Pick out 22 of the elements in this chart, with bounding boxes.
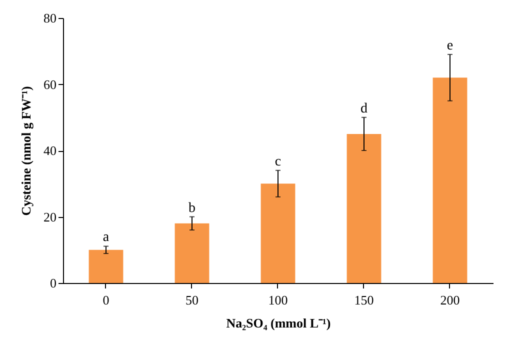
bar (432, 78, 468, 283)
bar (88, 250, 124, 283)
bar (174, 223, 210, 283)
x-axis-title: Na₂SO₄ (mmol L⁻¹) (226, 316, 331, 330)
bar (260, 184, 296, 283)
y-tick-label: 60 (44, 76, 56, 92)
bar (346, 134, 382, 283)
annotation: e (446, 38, 454, 54)
x-tick-label: 150 (354, 292, 374, 308)
x-tick-label: 200 (440, 292, 460, 308)
annotation: a (102, 230, 110, 246)
y-axis-title: Cysteine (nmol g FW⁻¹) (18, 86, 34, 216)
annotation: c (274, 154, 282, 170)
y-tick-label: 40 (44, 143, 56, 158)
y-tick-label: 0 (50, 276, 56, 290)
x-tick-label: 0 (102, 292, 110, 308)
annotation: d (360, 101, 368, 116)
y-tick-label: 20 (44, 209, 56, 224)
y-tick-label: 80 (44, 10, 56, 26)
x-tick-label: 100 (268, 292, 288, 308)
x-tick-label: 50 (186, 292, 198, 308)
annotation: b (188, 200, 196, 216)
